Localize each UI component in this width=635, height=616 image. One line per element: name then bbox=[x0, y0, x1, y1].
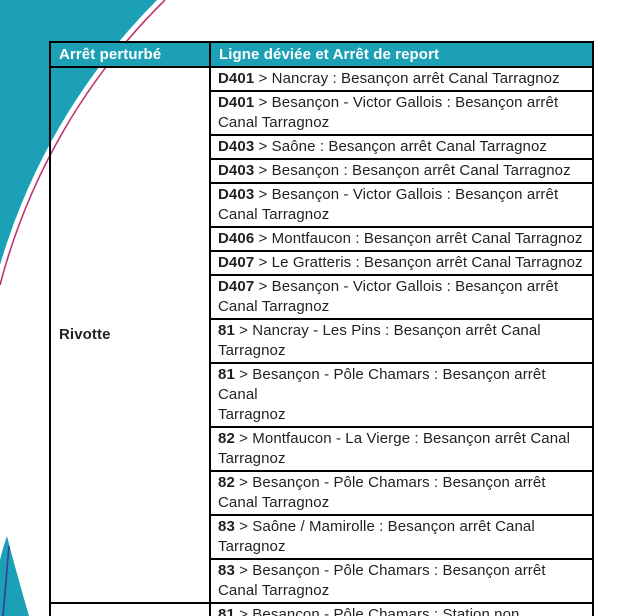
route-cell: 83 > Saône / Mamirolle : Besançon arrêt … bbox=[209, 514, 594, 560]
route-cell: D401 > Besançon - Victor Gallois : Besan… bbox=[209, 90, 594, 136]
route-description: Besançon - Pôle Chamars : Besançon arrêt… bbox=[218, 562, 546, 599]
route-cell: 81 > Besançon - Pôle Chamars : Besançon … bbox=[209, 362, 594, 428]
table-row: D401 > Besançon - Victor Gallois : Besan… bbox=[50, 90, 594, 136]
chevron-separator: > bbox=[234, 518, 253, 535]
route-cell: 82 > Montfaucon - La Vierge : Besançon a… bbox=[209, 426, 594, 472]
route-cell: D403 > Saône : Besançon arrêt Canal Tarr… bbox=[209, 134, 594, 160]
line-number: D403 bbox=[218, 138, 255, 155]
chevron-separator: > bbox=[254, 94, 272, 111]
route-description: Besançon - Pôle Chamars : Station non de… bbox=[252, 606, 520, 616]
table-header-row: Arrêt perturbé Ligne déviée et Arrêt de … bbox=[49, 41, 594, 68]
route-description: Besançon : Besançon arrêt Canal Tarragno… bbox=[271, 162, 571, 179]
table-row: Trou aux Loups81 > Besançon - Pôle Chama… bbox=[49, 602, 594, 616]
route-cell: 81 > Besançon - Pôle Chamars : Station n… bbox=[209, 602, 594, 616]
route-cell: D407 > Besançon - Victor Gallois : Besan… bbox=[209, 274, 594, 320]
route-cell: D407 > Le Gratteris : Besançon arrêt Can… bbox=[209, 250, 594, 276]
chevron-separator: > bbox=[234, 322, 253, 339]
stop-cell: Trou aux Loups bbox=[49, 602, 211, 616]
route-cell: 82 > Besançon - Pôle Chamars : Besançon … bbox=[209, 470, 594, 516]
teal-corner-wedge bbox=[0, 536, 29, 616]
table-row: D403 > Besançon - Victor Gallois : Besan… bbox=[50, 182, 594, 228]
table-row: D407 > Le Gratteris : Besançon arrêt Can… bbox=[50, 250, 594, 276]
table-row: D406 > Montfaucon : Besançon arrêt Canal… bbox=[50, 226, 594, 252]
chevron-separator: > bbox=[254, 162, 272, 179]
header-stop-column: Arrêt perturbé bbox=[49, 41, 211, 68]
table-row: 82 > Besançon - Pôle Chamars : Besançon … bbox=[50, 470, 594, 516]
line-number: D401 bbox=[218, 70, 255, 87]
route-description: Nancray - Les Pins : Besançon arrêt Cana… bbox=[218, 322, 541, 359]
route-cell: D403 > Besançon : Besançon arrêt Canal T… bbox=[209, 158, 594, 184]
chevron-separator: > bbox=[254, 278, 272, 295]
route-cell: D406 > Montfaucon : Besançon arrêt Canal… bbox=[209, 226, 594, 252]
line-number: D403 bbox=[218, 162, 255, 179]
chevron-separator: > bbox=[254, 254, 272, 271]
route-description: Montfaucon : Besançon arrêt Canal Tarrag… bbox=[271, 230, 583, 247]
route-description: Besançon - Pôle Chamars : Besançon arrêt… bbox=[218, 366, 546, 423]
stop-cell: Rivotte bbox=[49, 66, 211, 604]
chevron-separator: > bbox=[234, 562, 253, 579]
line-number: D406 bbox=[218, 230, 255, 247]
table-row: Rivotte D401 > Nancray : Besançon arrêt C… bbox=[49, 66, 594, 604]
route-description: Besançon - Victor Gallois : Besançon arr… bbox=[218, 186, 559, 223]
route-cell: 83 > Besançon - Pôle Chamars : Besançon … bbox=[209, 558, 594, 604]
route-cell: 81 > Nancray - Les Pins : Besançon arrêt… bbox=[209, 318, 594, 364]
line-number: 83 bbox=[218, 562, 235, 579]
chevron-separator: > bbox=[234, 474, 253, 491]
line-number: 83 bbox=[218, 518, 235, 535]
route-description: Montfaucon - La Vierge : Besançon arrêt … bbox=[218, 430, 571, 467]
table-row: 83 > Besançon - Pôle Chamars : Besançon … bbox=[50, 558, 594, 604]
line-number: D403 bbox=[218, 186, 255, 203]
table-row: 83 > Saône / Mamirolle : Besançon arrêt … bbox=[50, 514, 594, 560]
line-number: 82 bbox=[218, 474, 235, 491]
table-row: D407 > Besançon - Victor Gallois : Besan… bbox=[50, 274, 594, 320]
route-description: Nancray : Besançon arrêt Canal Tarragnoz bbox=[271, 70, 560, 87]
table-row: 82 > Montfaucon - La Vierge : Besançon a… bbox=[50, 426, 594, 472]
line-number: 81 bbox=[218, 366, 235, 383]
chevron-separator: > bbox=[234, 606, 253, 616]
teal-blob-shape bbox=[0, 0, 157, 265]
header-line-column: Ligne déviée et Arrêt de report bbox=[209, 41, 594, 68]
table-row: D403 > Besançon : Besançon arrêt Canal T… bbox=[50, 158, 594, 184]
line-number: 82 bbox=[218, 430, 235, 447]
chevron-separator: > bbox=[254, 138, 272, 155]
line-number: 81 bbox=[218, 322, 235, 339]
indigo-curve-line bbox=[2, 545, 10, 616]
route-description: Besançon - Victor Gallois : Besançon arr… bbox=[218, 94, 559, 131]
disruption-table: Arrêt perturbé Ligne déviée et Arrêt de … bbox=[49, 41, 594, 616]
line-number: 81 bbox=[218, 606, 235, 616]
route-description: Besançon - Victor Gallois : Besançon arr… bbox=[218, 278, 559, 315]
route-cell: D403 > Besançon - Victor Gallois : Besan… bbox=[209, 182, 594, 228]
chevron-separator: > bbox=[254, 70, 272, 87]
chevron-separator: > bbox=[254, 230, 272, 247]
route-description: Besançon - Pôle Chamars : Besançon arrêt… bbox=[218, 474, 546, 511]
table-row: 81 > Besançon - Pôle Chamars : Besançon … bbox=[50, 362, 594, 428]
line-number: D407 bbox=[218, 254, 255, 271]
route-description: Le Gratteris : Besançon arrêt Canal Tarr… bbox=[271, 254, 583, 271]
table-row: 81 > Nancray - Les Pins : Besançon arrêt… bbox=[50, 318, 594, 364]
chevron-separator: > bbox=[234, 430, 253, 447]
chevron-separator: > bbox=[254, 186, 272, 203]
route-cell: D401 > Nancray : Besançon arrêt Canal Ta… bbox=[209, 66, 594, 92]
route-description: Saône / Mamirolle : Besançon arrêt Canal… bbox=[218, 518, 535, 555]
line-number: D401 bbox=[218, 94, 255, 111]
line-number: D407 bbox=[218, 278, 255, 295]
route-description: Saône : Besançon arrêt Canal Tarragnoz bbox=[271, 138, 548, 155]
table-row: D403 > Saône : Besançon arrêt Canal Tarr… bbox=[50, 134, 594, 160]
chevron-separator: > bbox=[234, 366, 253, 383]
